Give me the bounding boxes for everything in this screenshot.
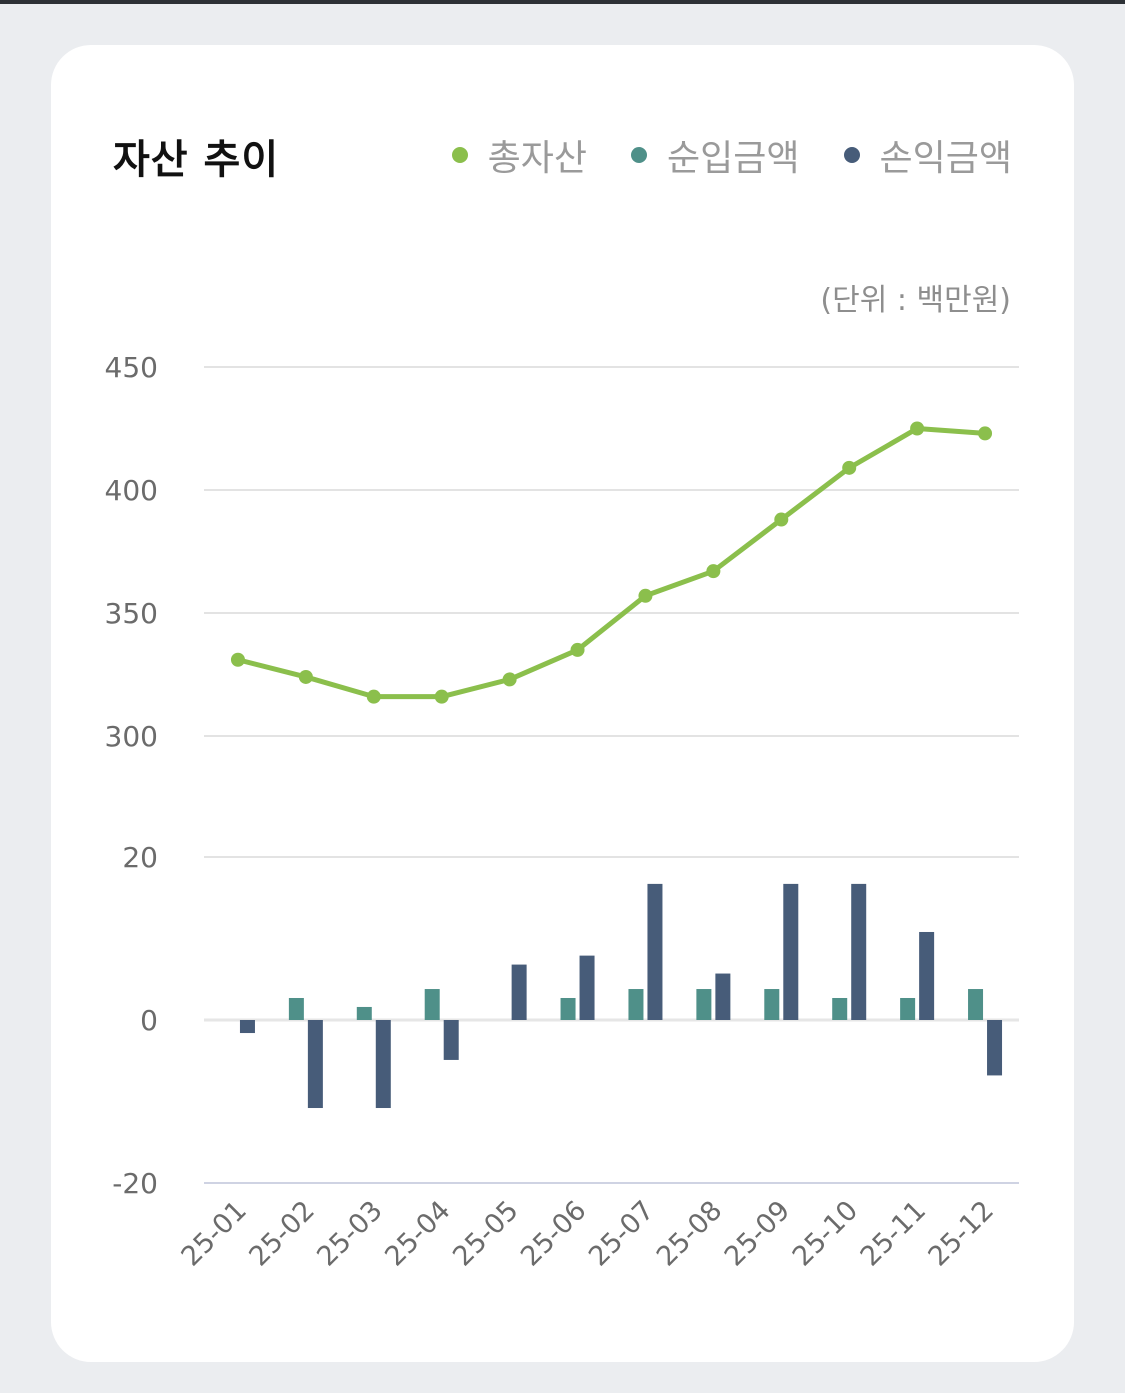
y-tick-label: 0 [140,1004,158,1037]
net-deposit-bar [628,989,644,1020]
profit-loss-bar [307,1020,323,1109]
y-tick-label: 20 [122,841,158,874]
profit-loss-bar [443,1020,459,1060]
net-deposit-bar [424,989,440,1020]
card-title: 자산 추이 [113,137,280,183]
profit-loss-bar [987,1020,1003,1076]
net-deposit-bar [288,997,304,1020]
total-assets-line [235,426,988,700]
legend: 총자산 순입금액 손익금액 [451,129,1012,181]
legend-item-net-deposit[interactable]: 순입금액 [631,129,800,181]
total-assets-point [638,588,653,603]
net-deposit-bar [968,989,984,1020]
x-tick-label: 25-03 [311,1195,388,1272]
x-tick-label: 25-10 [787,1195,864,1272]
legend-dot-icon [843,147,860,163]
profit-loss-bar [783,883,799,1020]
x-tick-label: 25-08 [651,1195,728,1272]
y-tick-label: 400 [105,474,158,507]
legend-dot-icon [631,147,648,163]
y-tick-label: -20 [112,1167,158,1200]
y-tick-label: 350 [105,597,158,630]
total-assets-point [298,669,313,684]
total-assets-point [842,460,857,475]
total-assets-point [502,672,517,687]
x-tick-label: 25-12 [923,1195,1000,1272]
net-deposit-bar [356,1006,372,1020]
total-assets-point [570,642,585,657]
profit-loss-bar [239,1020,255,1034]
total-assets-point [774,512,789,527]
legend-label: 총자산 [487,138,588,179]
x-tick-label: 25-06 [515,1195,592,1272]
total-assets-point [910,421,925,436]
net-deposit-bar [832,997,848,1020]
legend-dot-icon [451,147,468,163]
legend-item-profit-loss[interactable]: 손익금액 [843,129,1012,181]
net-deposit-bar [696,989,712,1020]
legend-label: 순입금액 [667,138,800,179]
total-assets-point [978,426,993,441]
profit-loss-bar [715,973,731,1020]
legend-item-total-assets[interactable]: 총자산 [451,129,588,181]
x-tick-label: 25-09 [719,1195,796,1272]
net-deposit-bar [560,997,576,1020]
total-assets-point [230,652,245,667]
net-deposit-bar [764,989,780,1020]
x-tick-label: 25-07 [583,1195,660,1272]
x-tick-label: 25-04 [379,1195,456,1272]
y-tick-label: 300 [105,720,158,753]
total-assets-point [706,564,721,579]
profit-loss-bar [919,931,935,1020]
legend-label: 손익금액 [879,138,1012,179]
asset-trend-card: 자산 추이 총자산 순입금액 손익금액 (단위 : 백만원) [51,45,1074,1362]
x-tick-label: 25-01 [176,1195,253,1272]
net-deposit-bar [900,997,916,1020]
profit-loss-bar [511,964,527,1020]
total-assets-point [434,689,449,704]
top-bar [0,0,1125,4]
total-assets-point [366,689,381,704]
profit-loss-bar [851,883,867,1020]
profit-loss-bar [647,883,663,1020]
x-tick-label: 25-02 [243,1195,320,1272]
profit-loss-bar [375,1020,391,1109]
x-tick-label: 25-05 [447,1195,524,1272]
profit-loss-bar [579,955,595,1020]
x-tick-label: 25-11 [855,1195,932,1272]
unit-label: (단위 : 백만원) [820,283,1011,318]
y-tick-label: 450 [105,351,158,384]
